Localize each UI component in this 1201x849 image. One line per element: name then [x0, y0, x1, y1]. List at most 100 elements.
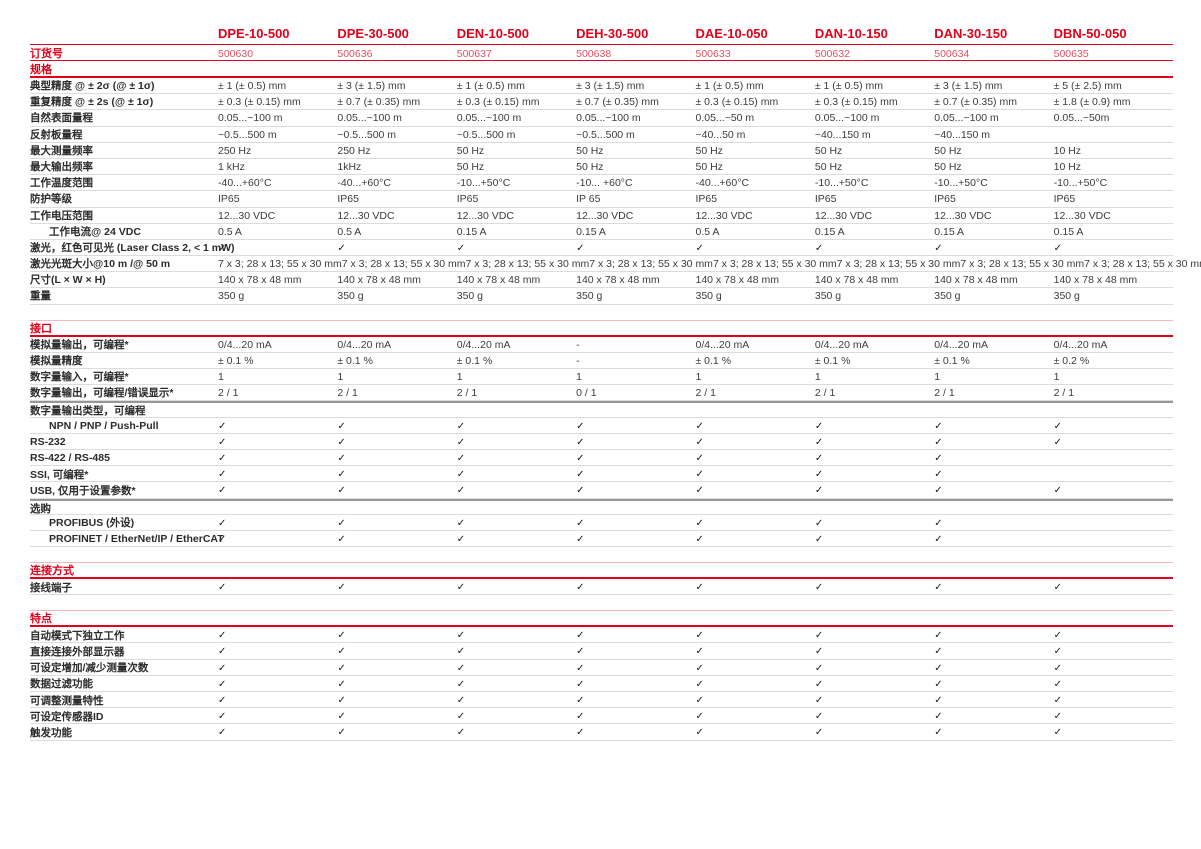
- check-icon: ✓: [218, 646, 227, 658]
- cell-value: 12...30 VDC: [218, 209, 276, 222]
- value-cell: 12...30 VDC: [457, 208, 576, 224]
- check-icon: ✓: [218, 517, 227, 529]
- value-cell: 1: [934, 369, 1053, 385]
- check-icon: ✓: [218, 662, 227, 674]
- value-cell: 10 Hz: [1054, 159, 1173, 175]
- value-cell: ± 0.3 (± 0.15) mm: [696, 94, 815, 110]
- row-label: 直接连接外部显示器: [30, 645, 125, 658]
- value-cell: 350 g: [696, 288, 815, 304]
- value-cell: 2 / 1: [337, 385, 456, 401]
- cell-value: 50 Hz: [456, 160, 485, 173]
- check-cell: ✓: [934, 515, 1053, 532]
- check-cell: ✓: [934, 627, 1053, 644]
- cell-value: ± 0.1 %: [814, 354, 851, 367]
- row-label: 触发功能: [30, 726, 72, 739]
- check-icon: ✓: [337, 436, 346, 448]
- spec-row: 数字量输出，可编程/错误显示* 2 / 1 2 / 1 2 / 1 0 / 1 2 / 1…: [30, 385, 1173, 402]
- cell-value: 140 x 78 x 48 mm: [695, 274, 779, 287]
- check-icon: ✓: [456, 436, 466, 448]
- spec-row: 最大输出频率 1 kHz 1kHz 50 Hz 50 Hz 50 Hz 50 Hz 50 Hz…: [30, 159, 1173, 176]
- value-cell: 50 Hz: [457, 143, 576, 159]
- cell-value: 7 x 3; 28 x 13; 55 x 30 mm: [589, 258, 713, 271]
- cell-value: -40...+60°C: [218, 177, 272, 190]
- check-cell: ✓: [218, 676, 337, 693]
- check-cell: ✓: [218, 708, 337, 725]
- cell-value: ± 0.1 %: [695, 354, 732, 367]
- check-cell: ✓: [934, 676, 1053, 693]
- row-label: 重复精度 @ ± 2s (@ ± 1σ): [30, 96, 154, 109]
- check-icon: ✓: [695, 695, 704, 706]
- check-cell: ✓: [1054, 434, 1173, 451]
- check-cell: ✓: [337, 643, 456, 660]
- cell-value: 0/4...20 mA: [814, 338, 869, 351]
- cell-value: -10...+50°C: [934, 177, 988, 190]
- cell-value: 250 Hz: [218, 144, 252, 157]
- check-icon: ✓: [934, 727, 943, 739]
- check-icon: ✓: [218, 727, 227, 739]
- cell-value: 0.05...~100 m: [814, 112, 880, 125]
- order-number-cell: 500632: [815, 45, 934, 62]
- cell-value: 140 x 78 x 48 mm: [1053, 274, 1138, 287]
- spec-row: RS-422 / RS-485 ✓ ✓ ✓ ✓ ✓ ✓ ✓: [30, 450, 1173, 467]
- section-header: 连接方式: [30, 562, 1173, 580]
- order-number: 500632: [814, 48, 850, 60]
- section-title: 连接方式: [30, 565, 74, 578]
- check-cell: ✓: [457, 579, 576, 596]
- spec-row: 最大测量频率 250 Hz 250 Hz 50 Hz 50 Hz 50 Hz 50 Hz 50…: [30, 143, 1173, 159]
- check-icon: ✓: [218, 533, 227, 545]
- cell-value: 0/4...20 mA: [218, 338, 272, 351]
- check-icon: ✓: [576, 662, 585, 674]
- cell-value: 7 x 3; 28 x 13; 55 x 30 mm: [712, 258, 837, 271]
- cell-value: -40...+60°C: [695, 177, 750, 190]
- row-label: 最大输出频率: [30, 160, 93, 173]
- check-cell: ✓: [696, 692, 815, 709]
- cell-value: ± 1 (± 0.5) mm: [695, 80, 764, 92]
- value-cell: ± 0.2 %: [1054, 353, 1173, 369]
- row-label: 反射板量程: [30, 128, 83, 141]
- check-cell: ✓: [815, 482, 934, 499]
- value-cell: 2 / 1: [457, 385, 576, 401]
- check-icon: ✓: [814, 242, 824, 254]
- check-cell: ✓: [218, 660, 337, 677]
- spec-row: 典型精度 @ ± 2σ (@ ± 1σ) ± 1 (± 0.5) mm ± 3 (±…: [30, 78, 1173, 95]
- value-cell: 2 / 1: [815, 385, 934, 401]
- cell-value: 0.05...~100 m: [934, 112, 999, 125]
- check-icon: ✓: [576, 452, 585, 464]
- cell-value: 50 Hz: [814, 144, 843, 157]
- check-cell: ✓: [337, 466, 456, 483]
- cell-value: ~40...150 m: [814, 128, 871, 141]
- value-cell: ± 3 (± 1.5) mm: [576, 78, 695, 94]
- cell-value: 50 Hz: [695, 160, 723, 173]
- value-cell: ± 0.3 (± 0.15) mm: [457, 94, 576, 110]
- value-cell: ± 0.1 %: [934, 353, 1053, 369]
- check-cell: ✓: [576, 531, 695, 548]
- section-title: 规格: [30, 63, 52, 76]
- cell-value: ~40...150 m: [934, 128, 990, 141]
- cell-value: -10...+50°C: [814, 177, 869, 190]
- check-icon: ✓: [695, 662, 704, 674]
- product-name: DAN-30-150: [934, 26, 1008, 41]
- value-cell: 12...30 VDC: [934, 208, 1053, 224]
- cell-value: IP65: [814, 193, 837, 206]
- check-icon: ✓: [695, 711, 704, 723]
- value-cell: 350 g: [934, 288, 1053, 304]
- cell-value: 1: [814, 371, 821, 383]
- check-cell: ✓: [457, 708, 576, 725]
- cell-value: IP65: [934, 193, 956, 206]
- cell-value: 50 Hz: [576, 144, 604, 157]
- value-cell: 0.05...~100 m: [576, 110, 695, 126]
- cell-value: IP65: [695, 193, 718, 206]
- cell-value: 2 / 1: [456, 387, 478, 400]
- value-cell: ~0.5...500 m: [218, 127, 337, 143]
- value-cell: 50 Hz: [934, 159, 1053, 175]
- value-cell: IP65: [457, 191, 576, 207]
- value-cell: -10...+50°C: [934, 175, 1053, 191]
- check-cell: ✓: [815, 724, 934, 741]
- product-name-cell: DAN-10-150: [815, 26, 934, 42]
- check-cell: ✓: [696, 643, 815, 660]
- order-number-row: 订货号 500630 500636 500637 500638 500633 500632 5…: [30, 45, 1173, 61]
- value-cell: 0.15 A: [815, 224, 934, 240]
- check-icon: ✓: [934, 646, 943, 658]
- check-icon: ✓: [934, 452, 943, 464]
